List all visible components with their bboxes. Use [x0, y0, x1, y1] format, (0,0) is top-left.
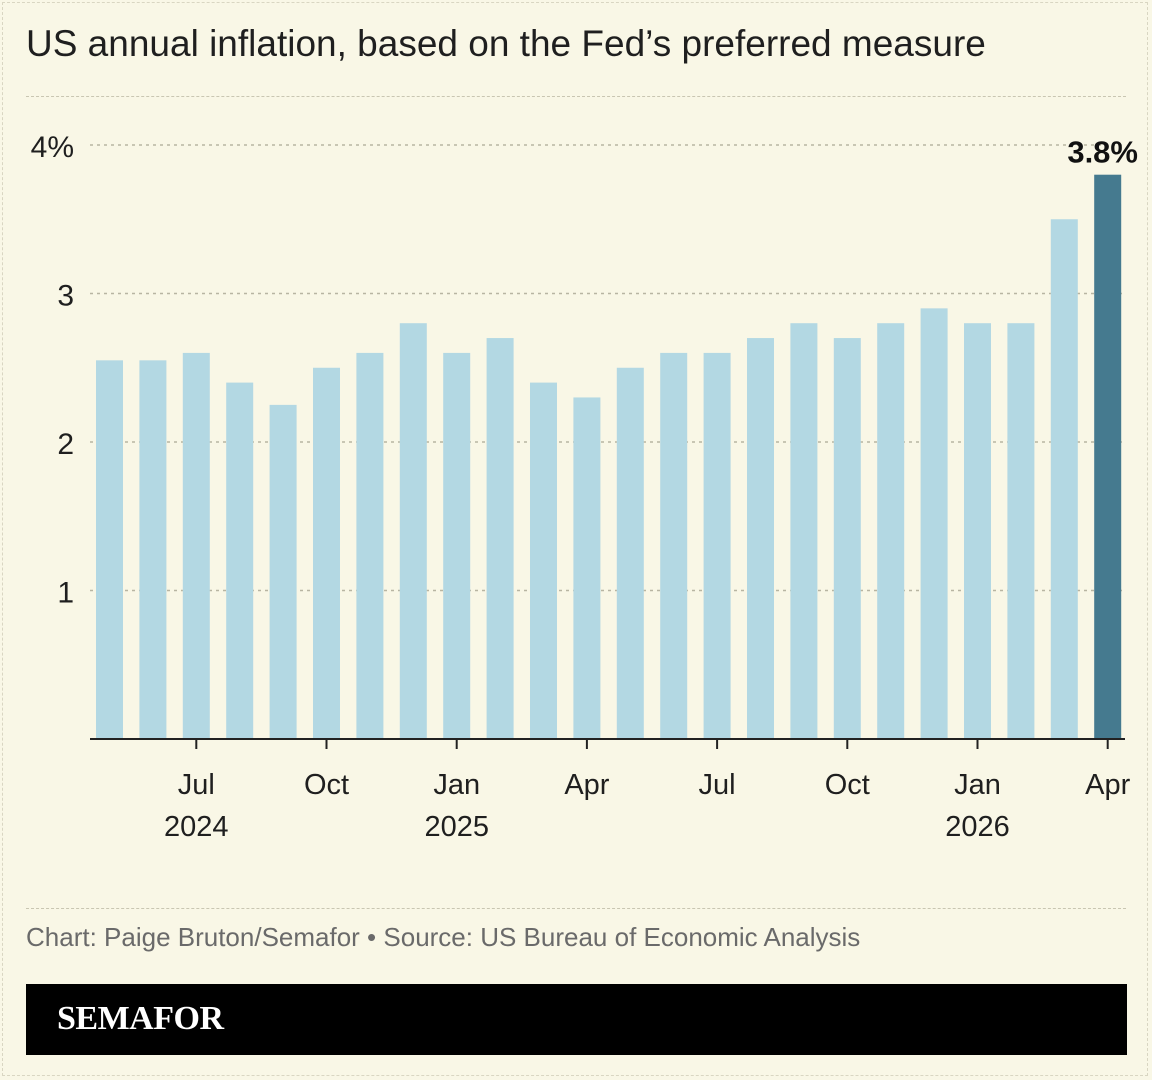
- bar: [703, 352, 731, 739]
- bar: [399, 323, 427, 739]
- title-divider: [26, 96, 1126, 97]
- y-tick-label: 1: [57, 577, 74, 610]
- chart-title: US annual inflation, based on the Fed’s …: [26, 23, 986, 64]
- bar: [139, 360, 167, 739]
- x-tick-label: Apr: [1085, 769, 1130, 801]
- chart-credit: Chart: Paige Bruton/Semafor • Source: US…: [26, 922, 861, 952]
- bar: [573, 397, 601, 739]
- bar: [833, 338, 861, 739]
- y-tick-label: 3: [57, 280, 74, 313]
- bar: [747, 338, 774, 739]
- bar-chart: 1 2 3 4% Jul 2024 Oct Jan 2025 Apr Jul Oct Jan 2026 Ap…: [31, 131, 1138, 843]
- bar: [964, 323, 991, 739]
- y-tick-label: 4%: [31, 131, 74, 164]
- x-tick-label: Jul: [699, 769, 736, 801]
- x-tick-label: Oct: [825, 769, 870, 801]
- x-tick-label: Jan: [433, 769, 480, 801]
- x-tick-label: Jul: [178, 769, 215, 801]
- bar: [96, 360, 123, 739]
- bar: [1007, 323, 1035, 739]
- value-annotation: 3.8%: [1067, 135, 1138, 170]
- bar-highlight: [1094, 174, 1122, 739]
- bar: [920, 308, 948, 739]
- brand-bar: SEMAFOR: [26, 984, 1127, 1055]
- bar: [660, 352, 688, 739]
- bar: [1050, 219, 1078, 739]
- bar: [182, 352, 210, 739]
- x-tick-label: Oct: [304, 769, 349, 801]
- bar: [356, 352, 384, 739]
- x-tick-label: Jan: [954, 769, 1001, 801]
- bar: [616, 367, 644, 739]
- bar: [877, 323, 905, 739]
- semafor-logo: SEMAFOR: [57, 1000, 224, 1037]
- bar: [530, 382, 557, 739]
- bar: [226, 382, 254, 739]
- x-tick-year-label: 2025: [424, 811, 489, 843]
- footer-divider: [26, 908, 1126, 909]
- bar: [313, 367, 340, 739]
- y-tick-label: 2: [57, 428, 74, 461]
- bar: [790, 323, 818, 739]
- bar: [269, 404, 297, 739]
- x-tick-year-label: 2026: [945, 811, 1010, 843]
- bar: [486, 338, 514, 739]
- bar: [443, 352, 471, 739]
- x-tick-label: Apr: [564, 769, 609, 801]
- x-tick-year-label: 2024: [164, 811, 229, 843]
